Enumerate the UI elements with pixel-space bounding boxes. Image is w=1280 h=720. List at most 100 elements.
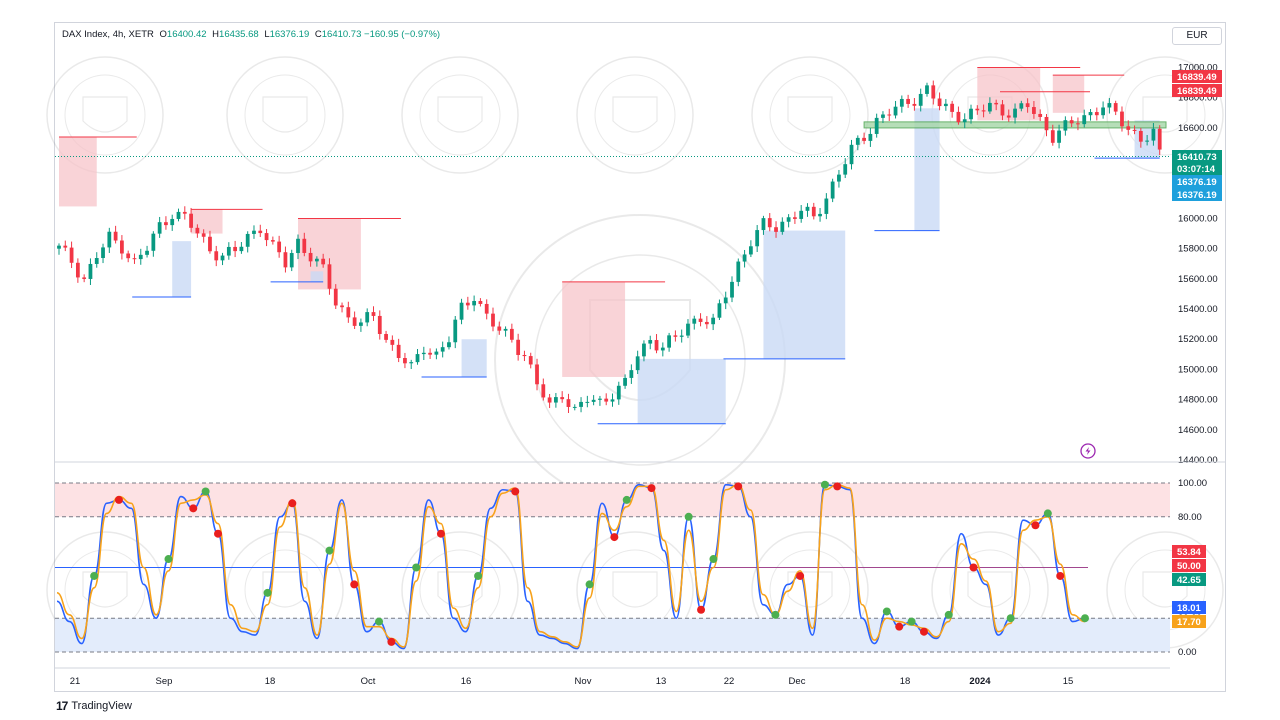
candle[interactable] — [264, 228, 269, 247]
candle[interactable] — [837, 169, 841, 188]
candle[interactable] — [660, 342, 665, 357]
candle[interactable] — [516, 333, 521, 361]
candle[interactable] — [855, 135, 860, 151]
candle[interactable] — [1050, 124, 1055, 146]
candle[interactable] — [214, 245, 219, 267]
candle[interactable] — [598, 395, 602, 406]
candle[interactable] — [503, 326, 508, 337]
candle[interactable] — [157, 216, 162, 238]
candle[interactable] — [120, 235, 124, 260]
candle[interactable] — [918, 88, 923, 112]
candle[interactable] — [107, 227, 112, 253]
candle[interactable] — [113, 225, 118, 244]
candle[interactable] — [308, 247, 313, 267]
candle[interactable] — [195, 224, 200, 238]
candle[interactable] — [554, 392, 558, 408]
candle[interactable] — [170, 214, 175, 231]
candle[interactable] — [711, 313, 716, 331]
candle[interactable] — [491, 307, 495, 332]
candle[interactable] — [101, 243, 105, 264]
candle[interactable] — [346, 301, 351, 323]
candle[interactable] — [969, 104, 973, 124]
candle[interactable] — [629, 364, 634, 384]
candle[interactable] — [1057, 124, 1061, 149]
candle[interactable] — [780, 217, 785, 235]
candle[interactable] — [138, 248, 143, 265]
candle[interactable] — [239, 242, 244, 254]
candle[interactable] — [736, 258, 741, 287]
candle[interactable] — [314, 256, 319, 267]
candle[interactable] — [277, 235, 282, 258]
candle[interactable] — [679, 329, 684, 343]
candle[interactable] — [270, 236, 275, 245]
candle[interactable] — [75, 258, 80, 283]
candle[interactable] — [327, 258, 332, 295]
candle[interactable] — [220, 252, 225, 266]
candle[interactable] — [88, 258, 93, 285]
candle[interactable] — [428, 348, 432, 359]
candle[interactable] — [447, 336, 451, 350]
chart-legend[interactable]: DAX Index, 4h, XETR O16400.42 H16435.68 … — [62, 29, 440, 40]
candle[interactable] — [786, 214, 791, 228]
candle[interactable] — [522, 350, 527, 362]
candle[interactable] — [57, 243, 61, 255]
candle[interactable] — [1063, 116, 1068, 136]
candle[interactable] — [226, 242, 231, 260]
candle[interactable] — [717, 299, 722, 321]
candle[interactable] — [868, 127, 873, 147]
candle[interactable] — [981, 104, 986, 118]
candle[interactable] — [390, 335, 395, 351]
candle[interactable] — [453, 315, 458, 349]
candle[interactable] — [899, 95, 904, 113]
candle[interactable] — [1000, 100, 1005, 121]
candle[interactable] — [730, 276, 734, 303]
candle[interactable] — [937, 92, 942, 111]
candle[interactable] — [82, 274, 87, 283]
candle[interactable] — [1088, 109, 1093, 121]
candle[interactable] — [189, 207, 193, 233]
candle[interactable] — [535, 358, 539, 391]
candle[interactable] — [296, 234, 300, 260]
candle[interactable] — [484, 299, 489, 320]
candle[interactable] — [748, 240, 753, 258]
candle[interactable] — [906, 94, 911, 108]
candle[interactable] — [509, 323, 514, 343]
candle[interactable] — [767, 213, 772, 232]
candle[interactable] — [893, 100, 898, 119]
candle[interactable] — [818, 208, 822, 222]
candle[interactable] — [931, 80, 936, 105]
candle[interactable] — [755, 225, 760, 252]
candle[interactable] — [1038, 109, 1043, 121]
candle[interactable] — [1025, 98, 1030, 113]
candle[interactable] — [849, 139, 854, 170]
candle[interactable] — [1069, 116, 1074, 128]
candle[interactable] — [459, 298, 464, 325]
candle[interactable] — [881, 111, 885, 123]
candle[interactable] — [912, 97, 917, 111]
candle[interactable] — [1082, 109, 1087, 128]
candle[interactable] — [1013, 103, 1017, 124]
candle[interactable] — [585, 395, 590, 408]
candle[interactable] — [1151, 122, 1156, 146]
candle[interactable] — [132, 253, 137, 264]
candle[interactable] — [472, 295, 477, 312]
candle[interactable] — [943, 99, 948, 111]
candle[interactable] — [377, 310, 382, 340]
price-axis[interactable]: 17000.0016800.0016600.0016400.0016200.00… — [1178, 63, 1218, 466]
candle[interactable] — [616, 381, 621, 405]
candle[interactable] — [421, 346, 426, 361]
candle[interactable] — [233, 240, 238, 258]
candle[interactable] — [1076, 117, 1080, 131]
candle[interactable] — [69, 241, 74, 269]
candle[interactable] — [176, 208, 181, 222]
candle[interactable] — [365, 308, 370, 327]
candle[interactable] — [547, 393, 552, 409]
candle[interactable] — [887, 108, 892, 121]
candle[interactable] — [352, 311, 357, 330]
candle[interactable] — [566, 393, 571, 414]
candle[interactable] — [434, 348, 439, 360]
candle[interactable] — [1120, 106, 1124, 132]
candle[interactable] — [704, 316, 709, 329]
candle[interactable] — [283, 246, 288, 273]
candle[interactable] — [824, 193, 829, 220]
